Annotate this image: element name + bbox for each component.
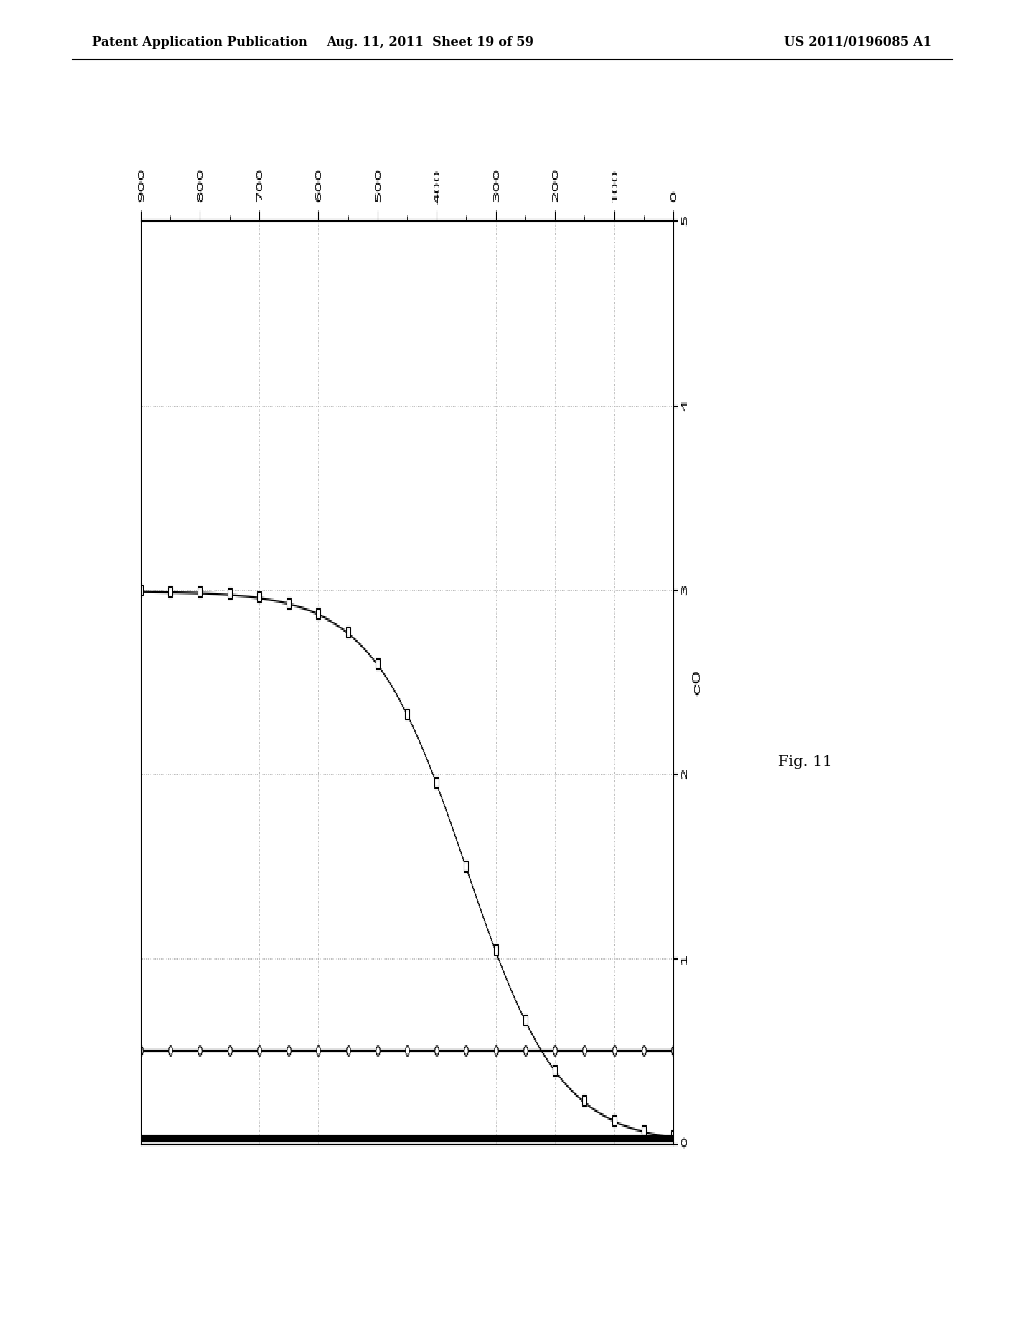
- Text: US 2011/0196085 A1: US 2011/0196085 A1: [784, 36, 932, 49]
- Text: Patent Application Publication: Patent Application Publication: [92, 36, 307, 49]
- Text: Fig. 11: Fig. 11: [778, 755, 833, 768]
- Text: Aug. 11, 2011  Sheet 19 of 59: Aug. 11, 2011 Sheet 19 of 59: [327, 36, 534, 49]
